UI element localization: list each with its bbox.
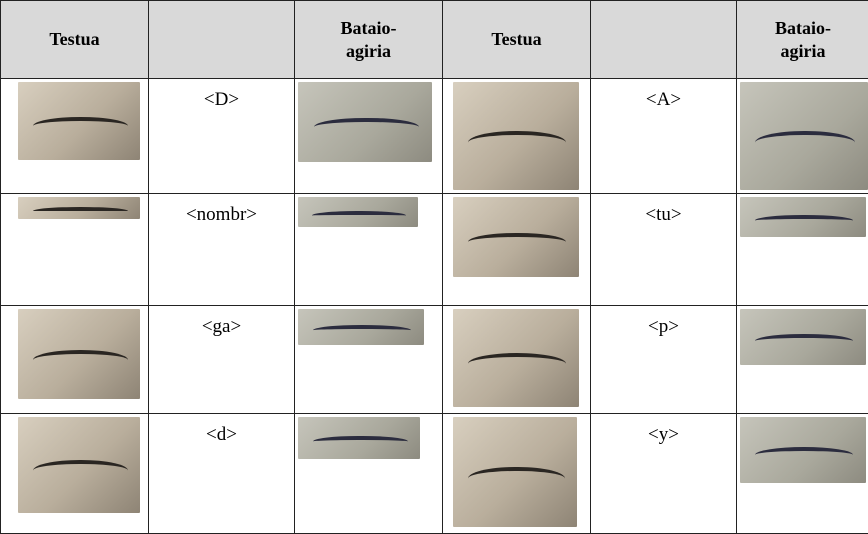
header-text: Bataio-agiria: [768, 17, 838, 63]
cell: [443, 79, 591, 194]
document-image: [740, 309, 866, 365]
header-cell: [149, 1, 295, 79]
document-image: [740, 197, 866, 237]
cell: [443, 414, 591, 534]
row: <nombr> <tu>: [1, 194, 868, 306]
text-image: [18, 417, 140, 513]
text-image: [453, 309, 579, 407]
text-image: [18, 82, 140, 160]
document-image: [740, 417, 866, 483]
cell: [737, 414, 868, 534]
cell: [295, 414, 443, 534]
header-cell: Testua: [1, 1, 149, 79]
cell: <ga>: [149, 306, 295, 414]
cell: <nombr>: [149, 194, 295, 306]
cell: <tu>: [591, 194, 737, 306]
text-image: [453, 197, 579, 277]
header-cell: Bataio-agiria: [737, 1, 868, 79]
cell: [1, 194, 149, 306]
cell: <p>: [591, 306, 737, 414]
cell: [737, 194, 868, 306]
header-text: Testua: [491, 28, 541, 51]
cell: [1, 414, 149, 534]
text-image: [453, 417, 577, 527]
cell: [1, 306, 149, 414]
row: <D> <A>: [1, 79, 868, 194]
cell: [295, 306, 443, 414]
cell: [443, 194, 591, 306]
header-text: Testua: [49, 28, 99, 51]
cell: [295, 194, 443, 306]
text-image: [453, 82, 579, 190]
cell: <d>: [149, 414, 295, 534]
cell: [737, 306, 868, 414]
cell: [443, 306, 591, 414]
cell: <y>: [591, 414, 737, 534]
cell: <A>: [591, 79, 737, 194]
document-image: [298, 417, 420, 459]
document-image: [298, 309, 424, 345]
cell: [1, 79, 149, 194]
header-row: Testua Bataio-agiria Testua Bataio-agiri…: [1, 1, 868, 79]
document-image: [740, 82, 868, 190]
header-cell: Bataio-agiria: [295, 1, 443, 79]
cell: [295, 79, 443, 194]
cell: [737, 79, 868, 194]
row: <ga> <p>: [1, 306, 868, 414]
header-cell: [591, 1, 737, 79]
text-image: [18, 309, 140, 399]
row: <d> <y>: [1, 414, 868, 534]
cell: <D>: [149, 79, 295, 194]
document-image: [298, 197, 418, 227]
header-cell: Testua: [443, 1, 591, 79]
document-image: [298, 82, 432, 162]
text-image: [18, 197, 140, 219]
header-text: Bataio-agiria: [334, 17, 404, 63]
